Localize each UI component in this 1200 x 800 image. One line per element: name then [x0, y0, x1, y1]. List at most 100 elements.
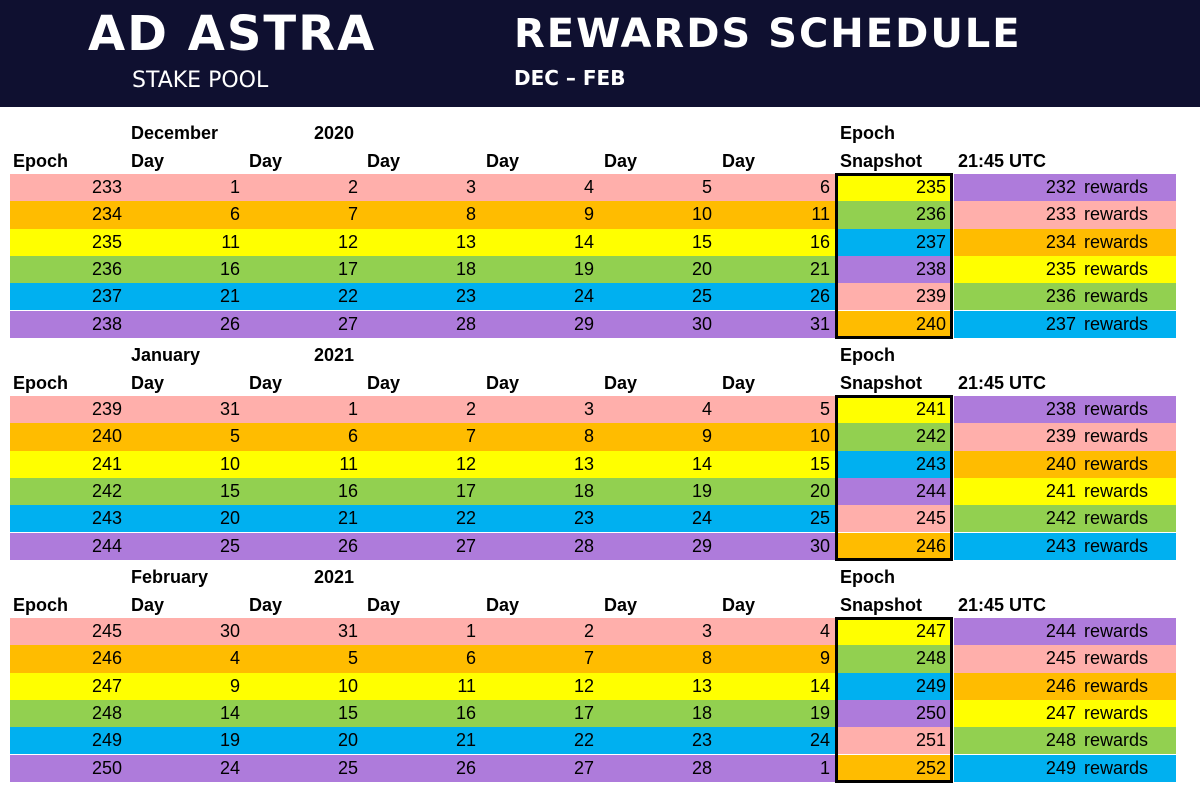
epoch-cell: 239	[91, 399, 122, 419]
snapshot-epoch-cell: 237	[915, 231, 946, 252]
month-year: 2021	[314, 567, 355, 587]
day-column-header: Day	[249, 595, 283, 615]
snapshot-column-header: Snapshot	[840, 373, 923, 393]
day-column-header: Day	[486, 595, 520, 615]
reward-label: rewards	[1083, 675, 1148, 696]
reward-epoch: 242	[1045, 508, 1076, 529]
table-row: 244 25 26 27 28 29 30 246 243 rewards	[0, 532, 1200, 560]
table-row: 250 24 25 26 27 28 1 252 249 rewards	[0, 754, 1200, 782]
reward-label: rewards	[1083, 313, 1148, 334]
reward-epoch: 238	[1045, 399, 1076, 419]
reward-cell-bg	[954, 532, 1176, 560]
day-column-header: Day	[604, 595, 638, 615]
row-band	[10, 754, 835, 782]
reward-cell: 249 rewards	[954, 755, 1176, 782]
day-column-header: Day	[131, 373, 165, 393]
day-cell: 13	[455, 231, 476, 252]
snapshot-cell-bg	[835, 672, 953, 700]
day-cell: 4	[701, 399, 712, 419]
reward-label: rewards	[1083, 730, 1148, 751]
reward-epoch: 243	[1045, 535, 1076, 556]
day-cell: 5	[701, 177, 712, 197]
reward-label: rewards	[1083, 702, 1148, 723]
day-column-header: Day	[604, 151, 638, 171]
epoch-top-header: Epoch	[840, 345, 896, 365]
day-cell: 27	[573, 757, 594, 778]
snapshot-cell-bg	[835, 727, 953, 755]
day-cell: 12	[455, 453, 476, 474]
day-cell: 6	[465, 648, 476, 669]
reward-cell-bg	[954, 396, 1176, 424]
reward-cell-bg	[954, 672, 1176, 700]
day-cell: 19	[573, 258, 594, 279]
reward-epoch: 244	[1045, 621, 1076, 641]
reward-cell-bg	[954, 699, 1176, 728]
snapshot-epoch-cell: 236	[915, 204, 946, 225]
snapshot-epoch-cell: 249	[915, 675, 946, 696]
month-rows: 239 31 1 2 3 4 5 241 238 rewards 240 5 6 7 8 9 10 242 239 r…	[0, 396, 1200, 560]
row-band	[10, 255, 835, 284]
day-column-header: Day	[486, 373, 520, 393]
table-row: 240 5 6 7 8 9 10 242 239 rewards	[0, 423, 1200, 451]
epoch-cell: 250	[91, 757, 122, 778]
epoch-cell: 248	[91, 702, 122, 723]
snapshot-cell-bg	[835, 754, 953, 782]
reward-label: rewards	[1083, 286, 1148, 307]
row-band	[10, 423, 835, 451]
reward-cell-bg	[954, 201, 1176, 229]
table-row: 243 20 21 22 23 24 25 245 242 rewards	[0, 505, 1200, 533]
reward-cell-bg	[954, 174, 1176, 202]
snapshot-epoch-cell: 247	[915, 621, 946, 641]
day-cell: 25	[809, 508, 830, 529]
epoch-column-header: Epoch	[13, 595, 69, 615]
day-cell: 18	[691, 702, 712, 723]
day-cell: 7	[583, 648, 594, 669]
reward-cell-bg	[954, 477, 1176, 506]
day-cell: 26	[219, 313, 240, 334]
day-cell: 3	[701, 621, 712, 641]
day-cell: 23	[691, 730, 712, 751]
day-cell: 6	[229, 204, 240, 225]
reward-cell-bg	[954, 423, 1176, 451]
reward-epoch: 248	[1045, 730, 1076, 751]
day-cell: 6	[347, 426, 358, 447]
snapshot-epoch-cell: 240	[915, 313, 946, 334]
reward-cell-bg	[954, 255, 1176, 284]
schedule-range: DEC – FEB	[514, 66, 626, 90]
day-cell: 15	[337, 702, 358, 723]
day-cell: 28	[691, 757, 712, 778]
day-cell: 19	[219, 730, 240, 751]
utc-column-header: 21:45 UTC	[958, 373, 1047, 393]
epoch-cell: 243	[91, 508, 122, 529]
day-cell: 1	[229, 177, 240, 197]
day-cell: 5	[229, 426, 240, 447]
snapshot-cell-bg	[835, 618, 953, 646]
day-cell: 28	[455, 313, 476, 334]
snapshot-column-header: Snapshot	[840, 151, 923, 171]
day-cell: 14	[219, 702, 240, 723]
day-cell: 19	[691, 480, 712, 501]
snapshot-cell-bg	[835, 201, 953, 229]
epoch-cell: 235	[91, 231, 122, 252]
snapshot-epoch-cell: 235	[915, 177, 946, 197]
day-cell: 5	[819, 399, 830, 419]
reward-epoch: 236	[1045, 286, 1076, 307]
day-cell: 17	[337, 258, 358, 279]
reward-cell: 242 rewards	[954, 505, 1176, 532]
snapshot-epoch-cell: 241	[915, 399, 946, 419]
epoch-cell: 247	[91, 675, 122, 696]
row-band	[10, 174, 835, 202]
month-header: January 2021 Epoch Epoch Day Day Day Day Day Day S…	[0, 342, 1200, 396]
day-cell: 25	[219, 535, 240, 556]
snapshot-epoch-cell: 244	[915, 480, 946, 501]
month-block: January 2021 Epoch Epoch Day Day Day Day Day Day S…	[0, 342, 1200, 564]
day-cell: 2	[465, 399, 476, 419]
month-name: December	[131, 123, 219, 143]
snapshot-cell-bg	[835, 423, 953, 451]
row-band	[10, 727, 835, 755]
day-cell: 14	[691, 453, 712, 474]
day-cell: 18	[455, 258, 476, 279]
reward-label: rewards	[1083, 204, 1148, 225]
reward-epoch: 232	[1045, 177, 1076, 197]
day-cell: 23	[455, 286, 476, 307]
